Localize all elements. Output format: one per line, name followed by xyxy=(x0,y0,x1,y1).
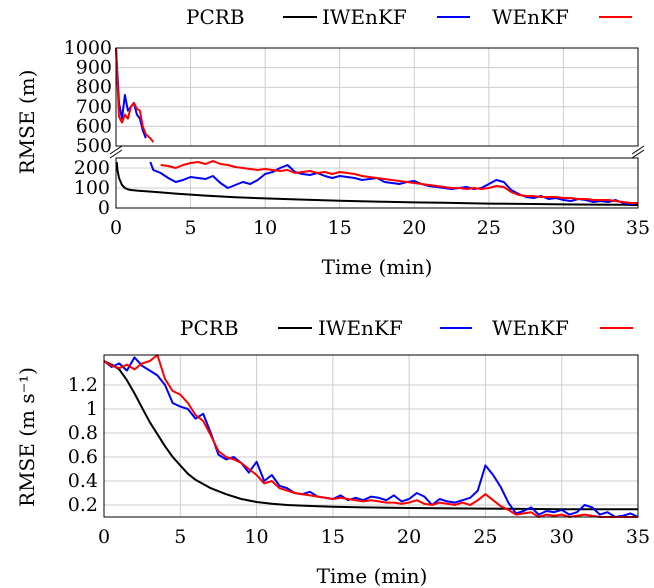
legend-bottom: PCRB IWEnKF WEnKF xyxy=(180,316,633,340)
bottom-y-tick-label: 0.2 xyxy=(68,494,98,516)
legend-label-wenkf-bottom: WEnKF xyxy=(492,316,569,340)
top-lower-series-pcrb xyxy=(115,161,639,206)
top-upper-series xyxy=(115,47,155,143)
bottom-x-tick-label: 0 xyxy=(98,526,110,548)
bottom-series xyxy=(103,354,639,518)
bottom-y-tick-label: 0.4 xyxy=(68,470,98,492)
top-lower-y-tick-label: 100 xyxy=(74,177,110,199)
bottom-y-axis-title: RMSE (m s⁻¹) xyxy=(15,367,39,507)
bottom-y-tick-label: 1 xyxy=(86,398,98,420)
top-x-axis-title: Time (min) xyxy=(322,255,433,279)
legend-label-pcrb-top: PCRB xyxy=(186,5,245,29)
bottom-tick-labels: 0 5 10 15 20 25 30 35 0.20.40.60.811.2 xyxy=(68,374,650,548)
legend-label-iwenkf-top: IWEnKF xyxy=(322,5,407,29)
bottom-frame xyxy=(103,354,639,518)
top-lower-grid xyxy=(115,158,639,209)
bottom-x-tick-label: 5 xyxy=(174,526,186,548)
bottom-y-tick-label: 1.2 xyxy=(68,374,98,396)
top-upper-grid xyxy=(115,47,639,147)
bottom-x-tick-label: 20 xyxy=(397,526,421,548)
top-x-tick-label: 20 xyxy=(402,217,426,239)
legend-label-iwenkf-bottom: IWEnKF xyxy=(318,316,403,340)
top-x-tick-label: 15 xyxy=(328,217,352,239)
top-x-tick-label: 35 xyxy=(626,217,650,239)
top-upper-y-tick-label: 900 xyxy=(76,57,112,79)
axis-break-marks xyxy=(109,145,645,159)
legend-top: PCRB IWEnKF WEnKF xyxy=(186,5,632,29)
bottom-x-tick-label: 30 xyxy=(550,526,574,548)
top-x-tick-label: 25 xyxy=(477,217,501,239)
top-lower-y-tick-label: 200 xyxy=(74,157,110,179)
bottom-x-tick-label: 15 xyxy=(321,526,345,548)
top-upper-y-tick-label: 700 xyxy=(76,96,112,118)
bottom-x-tick-label: 10 xyxy=(244,526,268,548)
top-upper-series-iwenkf xyxy=(115,47,147,139)
top-upper-y-tick-label: 500 xyxy=(76,135,112,157)
top-x-tick-label: 30 xyxy=(551,217,575,239)
legend-label-pcrb-bottom: PCRB xyxy=(180,316,239,340)
top-upper-y-tick-label: 600 xyxy=(76,115,112,137)
bottom-series-pcrb xyxy=(103,360,638,511)
bottom-series-iwenkf xyxy=(103,356,639,518)
top-lower-series xyxy=(115,160,639,206)
top-x-tick-label: 0 xyxy=(110,217,122,239)
top-upper-series-wenkf xyxy=(115,47,155,143)
bottom-y-tick-label: 0.8 xyxy=(68,422,98,444)
bottom-series-wenkf xyxy=(103,354,638,518)
top-lower-y-tick-label: 0 xyxy=(98,197,110,219)
bottom-grid xyxy=(103,355,639,517)
top-upper-y-tick-label: 800 xyxy=(76,76,112,98)
bottom-x-tick-label: 25 xyxy=(473,526,497,548)
axis-break-right xyxy=(631,145,645,159)
top-upper-y-tick-label: 1000 xyxy=(64,37,112,59)
top-x-tick-label: 5 xyxy=(185,217,197,239)
bottom-y-tick-label: 0.6 xyxy=(68,446,98,468)
top-lower-series-wenkf xyxy=(160,160,638,204)
axis-break-left xyxy=(109,145,123,159)
top-upper-frame xyxy=(115,47,639,147)
bottom-x-axis-title: Time (min) xyxy=(317,564,428,588)
top-lower-frame xyxy=(115,157,639,209)
legend-label-wenkf-top: WEnKF xyxy=(492,5,569,29)
bottom-x-tick-label: 35 xyxy=(626,526,650,548)
top-y-axis-title: RMSE (m) xyxy=(15,70,39,175)
top-x-tick-label: 10 xyxy=(253,217,277,239)
